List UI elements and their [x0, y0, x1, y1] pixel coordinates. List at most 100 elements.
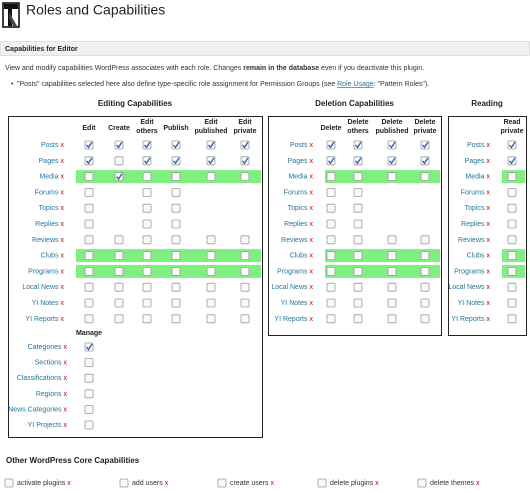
capability-link[interactable]: Topics — [465, 205, 485, 212]
checkbox[interactable] — [142, 298, 152, 308]
checkbox[interactable] — [206, 251, 216, 261]
remove-link[interactable]: x — [487, 237, 491, 244]
checkbox[interactable] — [142, 314, 152, 324]
remove-link[interactable]: x — [487, 189, 491, 196]
checkbox[interactable] — [507, 251, 517, 261]
remove-link[interactable]: x — [310, 268, 314, 275]
remove-link[interactable]: x — [310, 252, 314, 259]
remove-link[interactable]: x — [61, 268, 65, 275]
checkbox[interactable] — [171, 235, 181, 245]
checkbox[interactable] — [142, 235, 152, 245]
remove-link[interactable]: x — [310, 221, 314, 228]
checkbox[interactable] — [84, 219, 94, 229]
checkbox[interactable] — [142, 282, 152, 292]
checkbox[interactable] — [171, 187, 181, 197]
checkbox[interactable] — [353, 298, 363, 308]
checkbox[interactable] — [84, 420, 94, 430]
capability-link[interactable]: Regions — [36, 391, 62, 398]
checkbox[interactable] — [114, 266, 124, 276]
capability-link[interactable]: delete themes — [430, 480, 474, 487]
checkbox[interactable] — [387, 251, 397, 261]
remove-link[interactable]: x — [476, 480, 480, 487]
checkbox[interactable] — [84, 342, 94, 352]
checkbox[interactable] — [206, 314, 216, 324]
remove-link[interactable]: x — [487, 252, 491, 259]
checkbox[interactable] — [420, 266, 430, 276]
checkbox[interactable] — [240, 266, 250, 276]
checkbox[interactable] — [353, 235, 363, 245]
remove-link[interactable]: x — [487, 158, 491, 165]
remove-link[interactable]: x — [487, 173, 491, 180]
capability-link[interactable]: YI Notes — [32, 300, 59, 307]
checkbox[interactable] — [326, 156, 336, 166]
remove-link[interactable]: x — [487, 284, 491, 291]
remove-link[interactable]: x — [61, 316, 65, 323]
checkbox[interactable] — [114, 235, 124, 245]
checkbox[interactable] — [326, 251, 336, 261]
checkbox[interactable] — [240, 314, 250, 324]
checkbox[interactable] — [171, 203, 181, 213]
capability-link[interactable]: Reviews — [281, 237, 308, 244]
capability-link[interactable]: Media — [288, 173, 307, 180]
remove-link[interactable]: x — [64, 422, 68, 429]
remove-link[interactable]: x — [310, 158, 314, 165]
capability-link[interactable]: News Categories — [8, 406, 62, 413]
capability-link[interactable]: Categories — [28, 344, 62, 351]
capability-link[interactable]: Reviews — [458, 237, 485, 244]
remove-link[interactable]: x — [61, 142, 65, 149]
checkbox[interactable] — [353, 140, 363, 150]
remove-link[interactable]: x — [67, 480, 71, 487]
checkbox[interactable] — [353, 219, 363, 229]
capability-link[interactable]: create users — [230, 480, 269, 487]
checkbox[interactable] — [171, 251, 181, 261]
checkbox[interactable] — [114, 251, 124, 261]
remove-link[interactable]: x — [310, 142, 314, 149]
checkbox[interactable] — [387, 140, 397, 150]
remove-link[interactable]: x — [487, 221, 491, 228]
checkbox[interactable] — [507, 203, 517, 213]
capability-link[interactable]: Clubs — [41, 252, 59, 259]
checkbox[interactable] — [84, 172, 94, 182]
checkbox[interactable] — [507, 187, 517, 197]
checkbox[interactable] — [114, 172, 124, 182]
remove-link[interactable]: x — [64, 391, 68, 398]
remove-link[interactable]: x — [310, 173, 314, 180]
checkbox[interactable] — [114, 314, 124, 324]
checkbox[interactable] — [84, 404, 94, 414]
remove-link[interactable]: x — [310, 237, 314, 244]
checkbox[interactable] — [114, 140, 124, 150]
checkbox[interactable] — [142, 251, 152, 261]
checkbox[interactable] — [420, 251, 430, 261]
checkbox[interactable] — [84, 314, 94, 324]
checkbox[interactable] — [171, 156, 181, 166]
checkbox[interactable] — [84, 251, 94, 261]
checkbox[interactable] — [326, 235, 336, 245]
checkbox[interactable] — [84, 389, 94, 399]
capability-link[interactable]: Sections — [35, 359, 62, 366]
checkbox[interactable] — [387, 282, 397, 292]
capability-link[interactable]: Replies — [35, 221, 59, 228]
remove-link[interactable]: x — [487, 205, 491, 212]
checkbox[interactable] — [142, 156, 152, 166]
checkbox[interactable] — [507, 140, 517, 150]
checkbox[interactable] — [142, 266, 152, 276]
checkbox[interactable] — [507, 156, 517, 166]
checkbox[interactable] — [240, 172, 250, 182]
capability-link[interactable]: Clubs — [290, 252, 308, 259]
checkbox[interactable] — [171, 219, 181, 229]
capability-link[interactable]: add users — [132, 480, 163, 487]
checkbox[interactable] — [507, 314, 517, 324]
remove-link[interactable]: x — [64, 344, 68, 351]
capability-link[interactable]: Classifications — [17, 375, 62, 382]
checkbox[interactable] — [417, 478, 427, 488]
capability-link[interactable]: Topics — [288, 205, 308, 212]
checkbox[interactable] — [507, 266, 517, 276]
remove-link[interactable]: x — [64, 375, 68, 382]
checkbox[interactable] — [326, 219, 336, 229]
capability-link[interactable]: Local News — [448, 284, 485, 291]
checkbox[interactable] — [353, 156, 363, 166]
capability-link[interactable]: Posts — [290, 142, 308, 149]
remove-link[interactable]: x — [165, 480, 169, 487]
checkbox[interactable] — [420, 314, 430, 324]
checkbox[interactable] — [84, 282, 94, 292]
